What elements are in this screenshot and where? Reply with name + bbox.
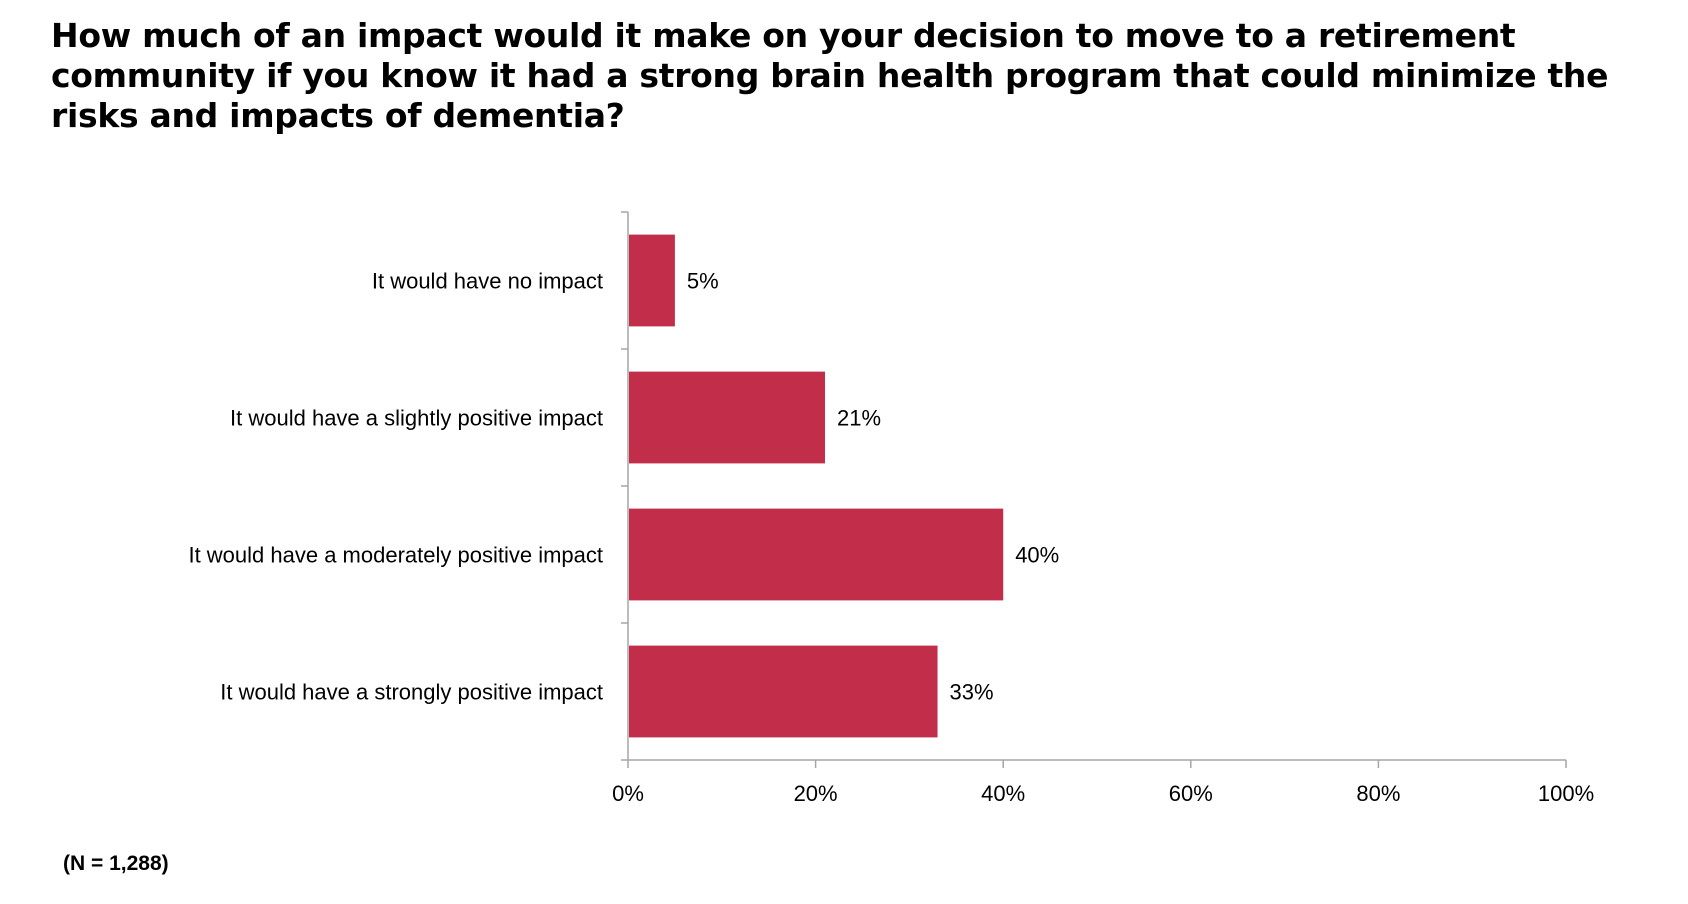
category-label: It would have no impact <box>372 269 603 294</box>
category-label: It would have a slightly positive impact <box>230 406 603 431</box>
x-tick-label: 60% <box>1169 781 1213 806</box>
category-label: It would have a moderately positive impa… <box>188 543 603 568</box>
category-label: It would have a strongly positive impact <box>220 680 603 705</box>
x-tick-label: 20% <box>794 781 838 806</box>
data-label: 5% <box>687 269 719 294</box>
chart-title: How much of an impact would it make on y… <box>51 16 1609 135</box>
data-label: 21% <box>837 406 881 431</box>
x-tick-label: 80% <box>1356 781 1400 806</box>
x-tick-label: 100% <box>1538 781 1594 806</box>
bar <box>629 508 1004 601</box>
x-tick-label: 0% <box>612 781 644 806</box>
data-label: 33% <box>950 680 994 705</box>
x-tick-label: 40% <box>981 781 1025 806</box>
sample-size-note: (N = 1,288) <box>63 852 169 875</box>
bar <box>629 645 938 738</box>
bar <box>629 371 825 464</box>
data-label: 40% <box>1015 543 1059 568</box>
bar <box>629 234 675 327</box>
